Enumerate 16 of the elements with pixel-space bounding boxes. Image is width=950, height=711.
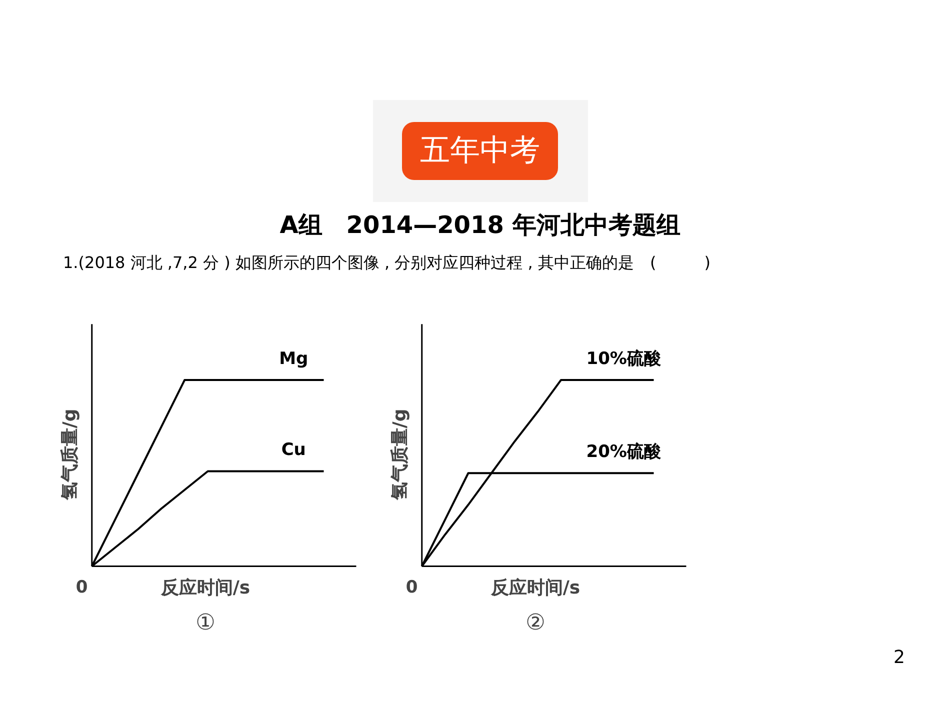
text: ② <box>526 610 546 636</box>
x-axis-title: 反应时间/s <box>490 578 580 598</box>
text: 0 <box>406 577 418 598</box>
text: 五年中考 <box>402 122 558 180</box>
text: 0 <box>76 577 88 598</box>
series-label: 20%硫酸 <box>586 442 662 462</box>
text: 2 <box>892 646 905 670</box>
y-axis-title: 氢气质量/g <box>60 408 80 502</box>
text: 1.(2018 河北 ,7,2 分 ) 如图所示的四个图像 , 分别对应四种过程 , 其中正确的是 ( ) <box>63 252 712 274</box>
text: ① <box>196 610 216 636</box>
text: A组 2014—2018 年河北中考题组 <box>278 210 682 241</box>
series-label: 10%硫酸 <box>586 348 662 369</box>
x-axis-title: 反应时间/s <box>160 578 250 598</box>
series-label: Mg <box>279 348 308 369</box>
series-label: Cu <box>281 440 306 460</box>
y-axis-title: 氢气质量/g <box>390 408 410 502</box>
